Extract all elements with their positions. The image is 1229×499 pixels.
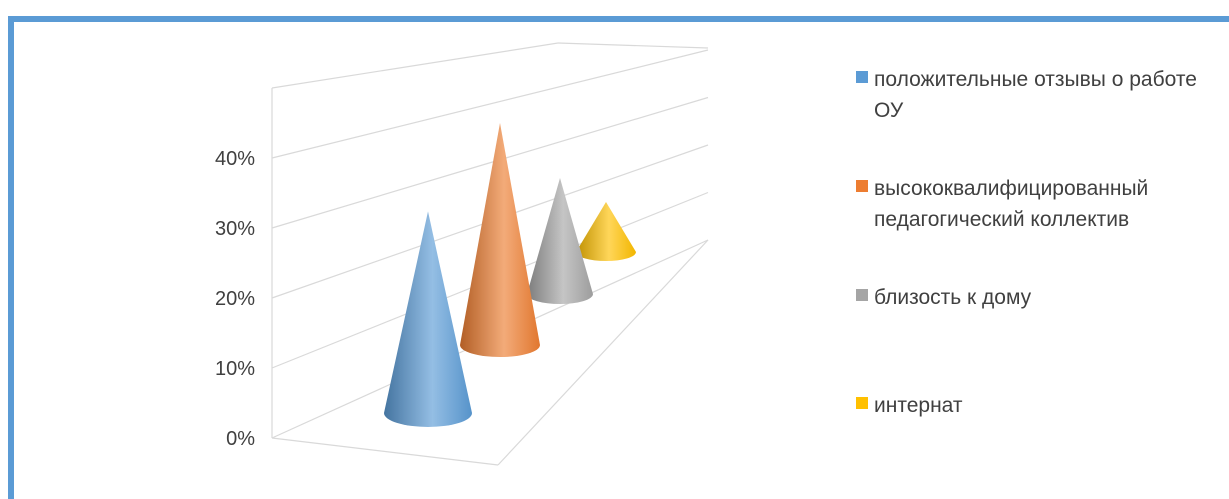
legend-swatch-4 [856, 397, 868, 409]
legend-item-4: интернат [856, 390, 1214, 421]
floor-front-edge [271, 437, 499, 466]
cone-3 [527, 178, 593, 304]
gridline-top [557, 42, 709, 49]
legend-item-1: положительные отзывы о работе ОУ [856, 64, 1214, 126]
y-tick-label-3: 30% [215, 218, 255, 240]
gridline-30 [271, 96, 709, 229]
cone-4 [576, 202, 636, 261]
legend-label-4: интернат [874, 394, 963, 417]
legend-label-3: близость к дому [874, 286, 1032, 309]
cone-body-1 [384, 211, 472, 427]
legend-swatch-3 [856, 289, 868, 301]
y-tick-label-1: 10% [215, 358, 255, 380]
legend-label-1: положительные отзывы о работе ОУ [874, 68, 1197, 122]
y-tick-label-2: 20% [215, 288, 255, 310]
y-tick-label-0: 0% [226, 428, 255, 450]
legend-label-2: высококвалифицированный педагогический к… [874, 177, 1149, 231]
cone-2 [460, 123, 540, 357]
legend-item-3: близость к дому [856, 282, 1214, 313]
legend-swatch-2 [856, 180, 868, 192]
y-tick-label-4: 40% [215, 148, 255, 170]
cone-body-4 [576, 202, 636, 261]
cone-body-3 [527, 178, 593, 304]
gridline-50 [271, 42, 559, 89]
gridline-40 [271, 49, 709, 159]
floor-right-edge [497, 239, 709, 466]
y-axis-ticks: 0% 10% 20% 30% 40% [215, 148, 255, 450]
legend-swatch-1 [856, 71, 868, 83]
cone-body-2 [460, 123, 540, 357]
cone-series [384, 123, 636, 427]
cone-1 [384, 211, 472, 427]
legend-item-2: высококвалифицированный педагогический к… [856, 173, 1214, 235]
